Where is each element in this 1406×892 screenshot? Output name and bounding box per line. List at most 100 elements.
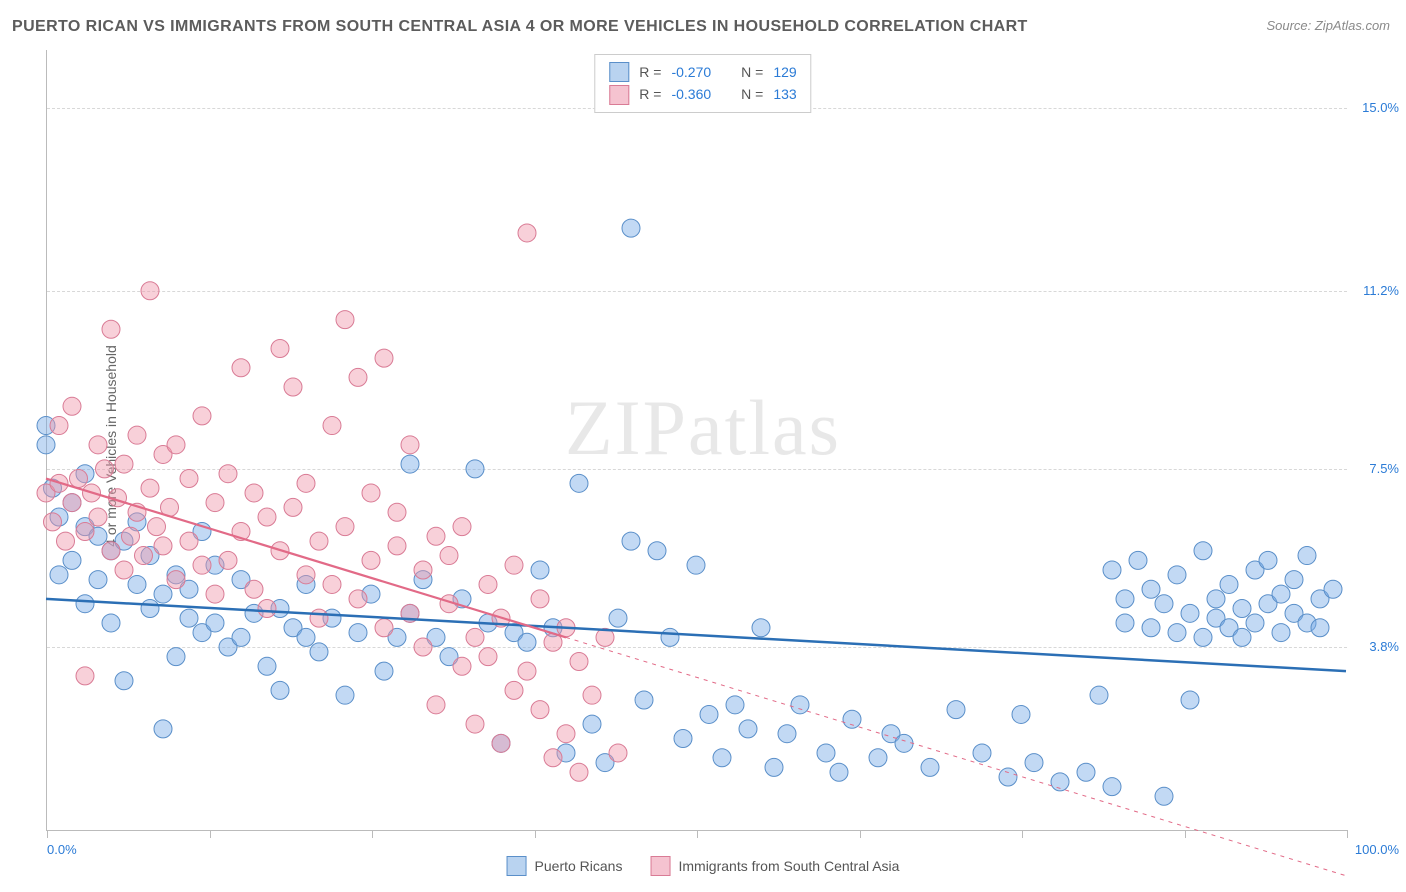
point-sca (375, 349, 393, 367)
point-pr (635, 691, 653, 709)
trendline-dash-sca (566, 637, 1346, 875)
point-pr (1220, 575, 1238, 593)
point-pr (297, 628, 315, 646)
stat-row-sca: R =-0.360N =133 (609, 83, 796, 105)
point-pr (726, 696, 744, 714)
point-pr (1285, 571, 1303, 589)
point-pr (232, 628, 250, 646)
point-sca (284, 378, 302, 396)
point-sca (427, 696, 445, 714)
source-attribution: Source: ZipAtlas.com (1266, 18, 1390, 33)
point-pr (206, 614, 224, 632)
point-sca (258, 600, 276, 618)
point-pr (466, 460, 484, 478)
point-sca (479, 648, 497, 666)
point-sca (453, 657, 471, 675)
point-sca (336, 311, 354, 329)
stat-swatch-pr (609, 62, 629, 82)
point-pr (622, 532, 640, 550)
point-pr (1233, 600, 1251, 618)
point-sca (362, 484, 380, 502)
point-pr (349, 624, 367, 642)
point-pr (50, 566, 68, 584)
series-legend: Puerto Ricans Immigrants from South Cent… (507, 856, 900, 876)
point-pr (661, 628, 679, 646)
point-pr (63, 551, 81, 569)
stat-legend: R =-0.270N =129R =-0.360N =133 (594, 54, 811, 113)
point-sca (518, 662, 536, 680)
point-sca (531, 701, 549, 719)
point-sca (89, 508, 107, 526)
point-pr (752, 619, 770, 637)
point-pr (583, 715, 601, 733)
point-pr (1155, 787, 1173, 805)
point-sca (544, 749, 562, 767)
point-pr (1207, 590, 1225, 608)
point-sca (167, 436, 185, 454)
point-pr (1272, 585, 1290, 603)
stat-r-label: R = (639, 83, 661, 105)
point-sca (141, 479, 159, 497)
point-sca (375, 619, 393, 637)
point-pr (1259, 551, 1277, 569)
point-pr (947, 701, 965, 719)
point-pr (128, 575, 146, 593)
point-pr (375, 662, 393, 680)
point-sca (505, 556, 523, 574)
point-pr (778, 725, 796, 743)
point-sca (76, 667, 94, 685)
point-sca (284, 498, 302, 516)
point-sca (245, 580, 263, 598)
point-sca (180, 532, 198, 550)
legend-label-pr: Puerto Ricans (535, 858, 623, 874)
point-pr (1129, 551, 1147, 569)
stat-swatch-sca (609, 85, 629, 105)
point-sca (271, 340, 289, 358)
point-sca (531, 590, 549, 608)
point-sca (148, 518, 166, 536)
point-pr (1233, 628, 1251, 646)
point-sca (206, 494, 224, 512)
point-sca (297, 474, 315, 492)
point-pr (700, 705, 718, 723)
stat-n-label: N = (741, 61, 763, 83)
point-pr (687, 556, 705, 574)
point-sca (518, 224, 536, 242)
point-pr (830, 763, 848, 781)
legend-item-sca: Immigrants from South Central Asia (650, 856, 899, 876)
point-pr (1194, 542, 1212, 560)
point-pr (622, 219, 640, 237)
point-sca (453, 518, 471, 536)
point-pr (895, 734, 913, 752)
point-pr (154, 720, 172, 738)
y-tick-label: 3.8% (1369, 639, 1399, 654)
point-pr (76, 595, 94, 613)
point-sca (505, 681, 523, 699)
point-pr (869, 749, 887, 767)
point-sca (232, 359, 250, 377)
point-sca (492, 734, 510, 752)
point-sca (89, 436, 107, 454)
point-sca (76, 522, 94, 540)
point-pr (154, 585, 172, 603)
point-sca (349, 368, 367, 386)
point-sca (154, 537, 172, 555)
point-sca (479, 575, 497, 593)
point-sca (388, 537, 406, 555)
point-pr (102, 614, 120, 632)
point-sca (440, 547, 458, 565)
point-sca (50, 417, 68, 435)
x-tick (860, 830, 861, 838)
point-pr (1155, 595, 1173, 613)
x-tick (1347, 830, 1348, 838)
stat-row-pr: R =-0.270N =129 (609, 61, 796, 83)
point-sca (362, 551, 380, 569)
point-sca (258, 508, 276, 526)
point-sca (310, 609, 328, 627)
point-sca (102, 542, 120, 560)
point-sca (401, 436, 419, 454)
point-pr (1090, 686, 1108, 704)
point-sca (167, 571, 185, 589)
point-sca (128, 426, 146, 444)
point-pr (817, 744, 835, 762)
